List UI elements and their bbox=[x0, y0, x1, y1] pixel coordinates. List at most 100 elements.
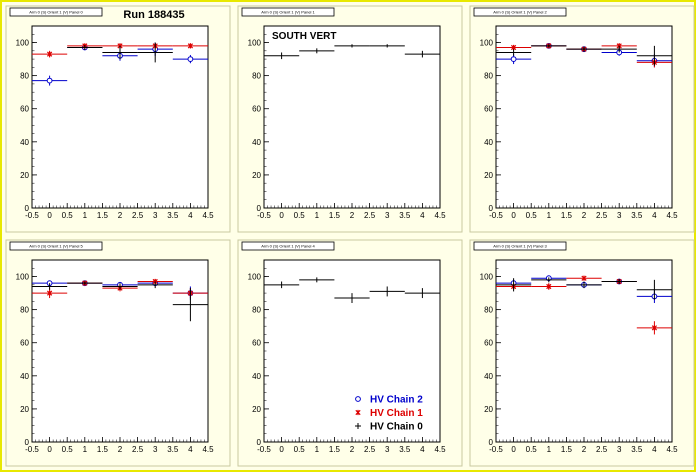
series-cross bbox=[496, 44, 672, 66]
panel-title-frame bbox=[241, 241, 335, 251]
x-tick-label: 2 bbox=[350, 445, 355, 454]
legend-cross-icon bbox=[355, 423, 361, 429]
x-tick-label: 0 bbox=[511, 445, 516, 454]
data-point bbox=[299, 48, 335, 54]
x-tick-label: 0 bbox=[47, 211, 52, 220]
panel-title-frame bbox=[9, 241, 103, 251]
data-point bbox=[172, 54, 208, 64]
data-point bbox=[32, 283, 68, 290]
y-tick-label: 20 bbox=[252, 171, 261, 180]
series-cross bbox=[67, 42, 173, 63]
y-tick-label: 40 bbox=[484, 138, 493, 147]
x-tick-label: 3.5 bbox=[167, 445, 179, 454]
y-tick-label: 40 bbox=[20, 138, 29, 147]
x-tick-label: 4 bbox=[420, 211, 425, 220]
data-point bbox=[566, 275, 602, 281]
y-tick-label: 40 bbox=[252, 372, 261, 381]
legend-entry: HV Chain 1 bbox=[355, 408, 423, 419]
x-tick-label: 0 bbox=[47, 445, 52, 454]
data-point bbox=[404, 288, 440, 299]
x-tick-label: 1 bbox=[547, 445, 552, 454]
plot-area bbox=[495, 25, 673, 209]
x-tick-label: 1.5 bbox=[561, 445, 573, 454]
series-cross bbox=[32, 281, 208, 322]
data-point bbox=[264, 52, 300, 60]
panel-title-frame bbox=[241, 7, 335, 17]
x-tick-label: 2.5 bbox=[364, 211, 376, 220]
x-tick-label: 4.5 bbox=[202, 211, 214, 220]
star-marker bbox=[187, 43, 194, 49]
y-tick-label: 100 bbox=[248, 39, 262, 48]
data-point bbox=[636, 279, 672, 300]
x-tick-label: 1.5 bbox=[97, 445, 109, 454]
x-tick-label: 2 bbox=[582, 211, 587, 220]
x-tick-label: 0.5 bbox=[62, 211, 74, 220]
star-marker bbox=[46, 51, 53, 57]
panel-title-box: Arm 0 (S) Orient 1 (V) Panel 2 bbox=[473, 7, 567, 17]
x-tick-label: 2 bbox=[350, 211, 355, 220]
y-tick-label: 20 bbox=[252, 405, 261, 414]
x-tick-label: 1 bbox=[547, 211, 552, 220]
plot-area bbox=[495, 259, 673, 443]
y-tick-label: 60 bbox=[252, 339, 261, 348]
data-point bbox=[32, 50, 68, 58]
circle-marker bbox=[510, 56, 517, 62]
data-point bbox=[67, 45, 103, 50]
x-tick-label: 3.5 bbox=[631, 211, 643, 220]
y-tick-label: 20 bbox=[20, 405, 29, 414]
x-tick-label: 0 bbox=[279, 445, 284, 454]
x-tick-label: 4.5 bbox=[202, 445, 214, 454]
run-label: Run 188435 bbox=[123, 9, 184, 21]
chart-panel-5: Arm 0 (S) Orient 1 (V) Panel 3-0.5 0 0.5 1 1… bbox=[469, 239, 695, 467]
x-tick-label: 0.5 bbox=[526, 211, 538, 220]
x-tick-label: 3 bbox=[617, 445, 622, 454]
y-tick-label: 80 bbox=[252, 306, 261, 315]
x-tick-label: -0.5 bbox=[257, 211, 271, 220]
panel-title-frame bbox=[473, 7, 567, 17]
x-tick-label: 3.5 bbox=[399, 211, 411, 220]
data-point bbox=[636, 321, 672, 335]
panel-title-frame bbox=[9, 7, 103, 17]
legend-entry: HV Chain 2 bbox=[355, 395, 423, 406]
y-tick-label: 100 bbox=[16, 39, 30, 48]
star-marker bbox=[46, 290, 53, 296]
panel-title: Arm 0 (S) Orient 1 (V) Panel 5 bbox=[29, 243, 83, 248]
series-cross bbox=[496, 277, 672, 300]
panel-title: Arm 0 (S) Orient 1 (V) Panel 4 bbox=[261, 243, 315, 248]
data-point bbox=[531, 283, 567, 290]
x-tick-label: 2 bbox=[582, 445, 587, 454]
x-tick-label: 3.5 bbox=[167, 211, 179, 220]
x-tick-label: 3 bbox=[153, 445, 158, 454]
data-point bbox=[334, 293, 370, 304]
y-tick-label: 100 bbox=[16, 273, 30, 282]
y-tick-label: 100 bbox=[480, 39, 494, 48]
circle-marker bbox=[187, 56, 194, 62]
data-point bbox=[496, 49, 532, 56]
y-tick-label: 0 bbox=[257, 204, 262, 213]
plot-area bbox=[263, 259, 441, 443]
y-tick-label: 100 bbox=[480, 273, 494, 282]
x-tick-label: 4 bbox=[188, 445, 193, 454]
x-tick-label: 2.5 bbox=[132, 445, 144, 454]
legend-star-icon bbox=[355, 409, 361, 416]
x-tick-label: 0 bbox=[279, 211, 284, 220]
y-tick-label: 40 bbox=[20, 372, 29, 381]
y-tick-label: 20 bbox=[20, 171, 29, 180]
y-tick-label: 100 bbox=[248, 273, 262, 282]
data-point bbox=[369, 44, 405, 48]
x-tick-label: 4 bbox=[188, 211, 193, 220]
y-tick-label: 0 bbox=[489, 438, 494, 447]
x-tick-label: 1.5 bbox=[329, 211, 341, 220]
x-tick-label: 2 bbox=[118, 211, 123, 220]
data-point bbox=[531, 277, 567, 283]
data-point bbox=[404, 50, 440, 58]
circle-marker bbox=[46, 77, 53, 84]
data-point bbox=[601, 279, 637, 284]
legend: HV Chain 2 HV Chain 1 HV Chain 0 bbox=[355, 395, 423, 433]
x-tick-label: 0.5 bbox=[294, 211, 306, 220]
data-point bbox=[172, 288, 208, 322]
x-tick-label: 1.5 bbox=[329, 445, 341, 454]
panel-title: Arm 0 (S) Orient 1 (V) Panel 2 bbox=[493, 9, 547, 14]
